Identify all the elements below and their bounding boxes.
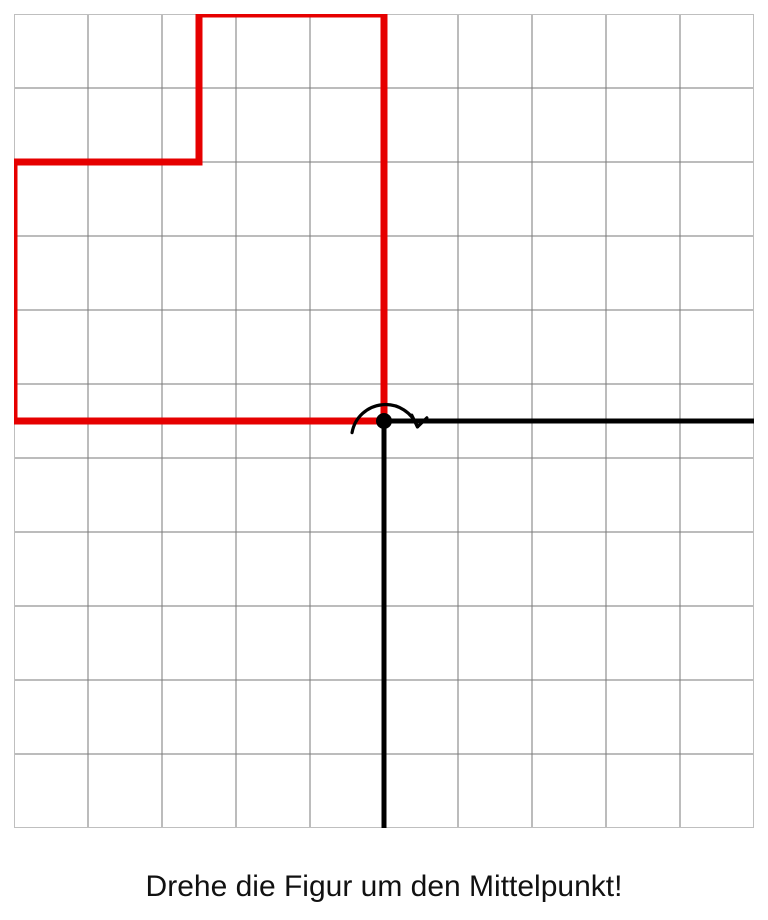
worksheet-page: Drehe die Figur um den Mittelpunkt! bbox=[0, 0, 768, 920]
grid-svg bbox=[14, 14, 754, 828]
instruction-caption: Drehe die Figur um den Mittelpunkt! bbox=[0, 870, 768, 904]
grid-diagram bbox=[14, 14, 754, 828]
